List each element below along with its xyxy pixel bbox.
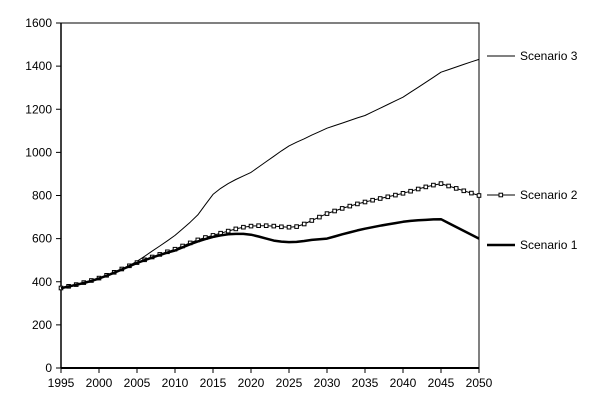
legend-marker-square-icon xyxy=(498,192,504,198)
series-marker-square xyxy=(431,182,436,188)
series-marker-square xyxy=(393,192,398,198)
series-marker-square xyxy=(355,201,360,207)
x-axis-tick-label: 2050 xyxy=(466,376,493,390)
series-marker-square xyxy=(301,221,307,227)
series-marker-square xyxy=(256,223,261,228)
series-marker-square xyxy=(438,181,444,186)
x-axis-tick-label: 2035 xyxy=(352,376,379,390)
series-marker-square xyxy=(461,188,467,194)
x-axis-tick-label: 2000 xyxy=(86,376,113,390)
series-marker-square xyxy=(263,223,269,228)
legend-sample-thick-line xyxy=(487,243,515,247)
series-marker-square xyxy=(317,214,322,220)
series-marker-square xyxy=(347,203,353,209)
legend-item-scenario-2: Scenario 2 xyxy=(487,188,577,202)
x-axis-tick-label: 2010 xyxy=(162,376,189,390)
series-marker-square xyxy=(324,211,330,216)
series-marker-square xyxy=(309,218,315,223)
x-axis-tick-label: 2025 xyxy=(276,376,303,390)
series-marker-square xyxy=(385,194,391,200)
plot-border xyxy=(60,22,480,369)
legend-label: Scenario 3 xyxy=(520,49,578,63)
y-axis-tick-label: 1600 xyxy=(25,16,52,30)
legend-sample-marker-line xyxy=(487,192,515,198)
y-axis-tick-label: 0 xyxy=(45,361,52,375)
series-marker-square xyxy=(415,186,421,192)
series-marker-square xyxy=(271,223,277,229)
y-axis-tick-label: 800 xyxy=(32,189,52,203)
x-axis-tick-label: 2040 xyxy=(390,376,417,390)
series-line-scenario-3 xyxy=(60,58,480,289)
series-marker-square xyxy=(233,226,239,232)
x-axis-tick-label: 2020 xyxy=(238,376,265,390)
series-line-scenario-2 xyxy=(60,183,480,289)
series-marker-square xyxy=(423,184,429,190)
y-axis-tick-label: 1400 xyxy=(25,59,52,73)
series-marker-square xyxy=(225,228,231,234)
y-axis-tick-label: 1000 xyxy=(25,145,52,159)
series-marker-square xyxy=(339,206,345,211)
series-marker-square xyxy=(332,208,337,214)
legend-sample-thin-line xyxy=(487,55,515,57)
series-marker-square xyxy=(241,224,246,230)
series-marker-square xyxy=(469,190,474,196)
x-axis-tick-label: 2015 xyxy=(200,376,227,390)
series-marker-square xyxy=(453,186,459,191)
series-marker-square xyxy=(476,193,482,198)
y-axis-tick-label: 1200 xyxy=(25,102,52,116)
series-marker-square xyxy=(446,183,451,189)
series-marker-square xyxy=(286,224,292,230)
chart-legend: Scenario 3 Scenario 2 Scenario 1 xyxy=(487,0,599,410)
y-axis-tick-label: 200 xyxy=(32,318,52,332)
legend-label: Scenario 1 xyxy=(520,238,578,252)
x-axis-tick-label: 2030 xyxy=(314,376,341,390)
series-marker-square xyxy=(279,224,284,230)
y-axis-tick-label: 600 xyxy=(32,232,52,246)
series-marker-square xyxy=(248,223,254,229)
y-axis-tick-label: 400 xyxy=(32,275,52,289)
series-marker-square xyxy=(408,188,413,194)
legend-label: Scenario 2 xyxy=(520,188,578,202)
series-marker-square xyxy=(377,196,383,201)
x-axis-tick-label: 1995 xyxy=(48,376,75,390)
series-marker-square xyxy=(362,199,368,205)
series-line-scenario-1 xyxy=(60,217,480,290)
x-axis-tick-label: 2045 xyxy=(428,376,455,390)
x-axis-tick-label: 2005 xyxy=(124,376,151,390)
series-marker-square xyxy=(400,191,406,196)
legend-item-scenario-3: Scenario 3 xyxy=(487,49,577,63)
series-marker-square xyxy=(294,224,299,229)
series-marker-square xyxy=(370,197,375,203)
legend-item-scenario-1: Scenario 1 xyxy=(487,238,577,252)
